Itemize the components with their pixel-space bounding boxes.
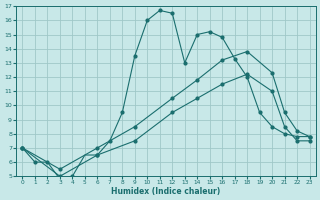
- X-axis label: Humidex (Indice chaleur): Humidex (Indice chaleur): [111, 187, 221, 196]
